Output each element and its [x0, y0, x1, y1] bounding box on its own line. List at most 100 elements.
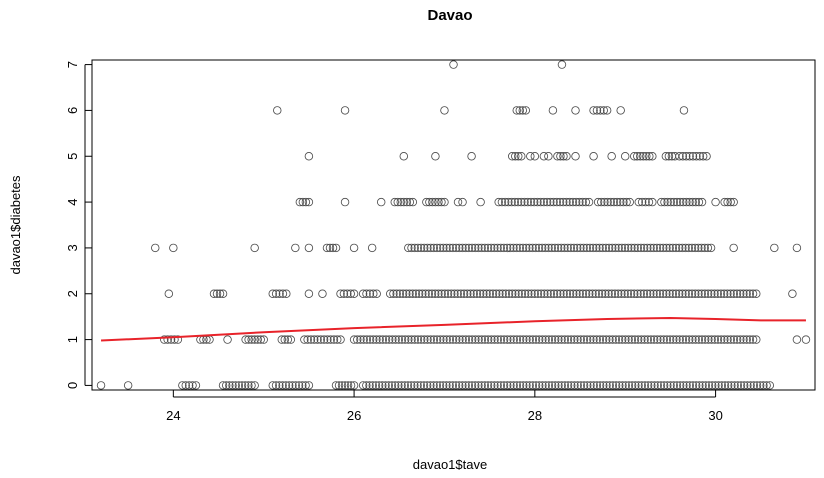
data-point — [445, 243, 454, 253]
data-point — [671, 289, 681, 298]
data-point — [695, 381, 704, 390]
data-point — [562, 197, 571, 207]
data-point — [687, 243, 697, 253]
data-point — [665, 243, 674, 253]
data-point — [732, 289, 742, 298]
data-point — [517, 197, 526, 207]
data-point — [648, 152, 657, 161]
data-point — [428, 197, 437, 207]
data-point — [704, 381, 714, 390]
data-point — [745, 335, 755, 344]
data-point — [349, 335, 359, 344]
data-point — [743, 381, 752, 390]
data-point — [584, 197, 594, 207]
data-point — [595, 243, 604, 253]
data-point — [328, 243, 338, 253]
data-point — [636, 289, 645, 298]
data-point — [636, 152, 645, 161]
data-point — [477, 381, 486, 390]
data-point — [386, 289, 395, 298]
data-point — [613, 289, 623, 298]
y-axis: 0 1 2 3 4 5 6 7 — [65, 61, 92, 389]
data-point — [340, 197, 350, 207]
data-point — [515, 243, 525, 253]
data-point — [528, 381, 538, 390]
data-point — [303, 335, 312, 344]
data-point — [573, 381, 582, 390]
data-point — [541, 335, 550, 344]
data-point — [506, 381, 515, 390]
data-point — [713, 335, 723, 344]
data-point — [421, 289, 430, 298]
data-point — [522, 243, 531, 253]
data-point — [608, 381, 618, 390]
data-point — [394, 381, 403, 390]
data-point — [788, 289, 797, 298]
data-point — [729, 335, 739, 344]
data-point — [801, 335, 811, 344]
data-point — [439, 335, 448, 344]
data-point — [399, 197, 409, 207]
data-point — [393, 197, 402, 207]
data-point — [503, 335, 512, 344]
data-point — [395, 289, 405, 298]
data-point — [501, 289, 511, 298]
data-point — [603, 197, 612, 207]
data-point — [553, 152, 562, 161]
data-point — [396, 197, 406, 207]
data-point — [435, 381, 445, 390]
data-point — [253, 335, 262, 344]
data-point — [480, 243, 490, 253]
data-point — [620, 243, 630, 253]
data-point — [759, 381, 768, 390]
data-point — [608, 335, 617, 344]
data-point — [480, 381, 490, 390]
data-point — [301, 381, 310, 390]
data-point — [414, 289, 424, 298]
data-point — [636, 243, 646, 253]
data-point — [575, 197, 584, 207]
data-point — [548, 106, 558, 115]
data-point — [720, 197, 729, 207]
data-point — [458, 335, 467, 344]
data-point — [562, 289, 572, 298]
data-point — [426, 243, 435, 253]
data-point — [746, 381, 755, 390]
data-point — [454, 381, 464, 390]
data-point — [510, 197, 520, 207]
data-point — [642, 289, 652, 298]
data-point — [301, 197, 311, 207]
data-point — [582, 335, 592, 344]
data-point — [565, 289, 575, 298]
data-point — [570, 381, 579, 390]
data-point — [337, 381, 347, 390]
data-point — [218, 289, 228, 298]
data-point — [461, 335, 471, 344]
data-point — [514, 152, 523, 161]
data-point — [503, 381, 512, 390]
data-point — [549, 197, 558, 207]
data-point — [792, 243, 802, 253]
data-point — [495, 289, 504, 298]
data-point — [300, 335, 309, 344]
data-point — [682, 381, 691, 390]
data-point — [668, 243, 678, 253]
data-point — [461, 381, 470, 390]
data-point — [607, 289, 617, 298]
data-point — [250, 381, 259, 390]
data-point — [413, 335, 423, 344]
data-point — [523, 197, 532, 207]
data-point — [641, 197, 650, 207]
x-tick-label: 28 — [528, 408, 542, 423]
data-point — [218, 381, 228, 390]
data-point — [215, 289, 225, 298]
data-point — [559, 289, 568, 298]
data-point — [322, 243, 332, 253]
data-point — [640, 335, 649, 344]
data-point — [578, 289, 588, 298]
data-point — [318, 289, 327, 298]
data-point — [675, 152, 684, 161]
data-point — [556, 289, 565, 298]
data-point — [671, 243, 681, 253]
data-point — [748, 335, 758, 344]
